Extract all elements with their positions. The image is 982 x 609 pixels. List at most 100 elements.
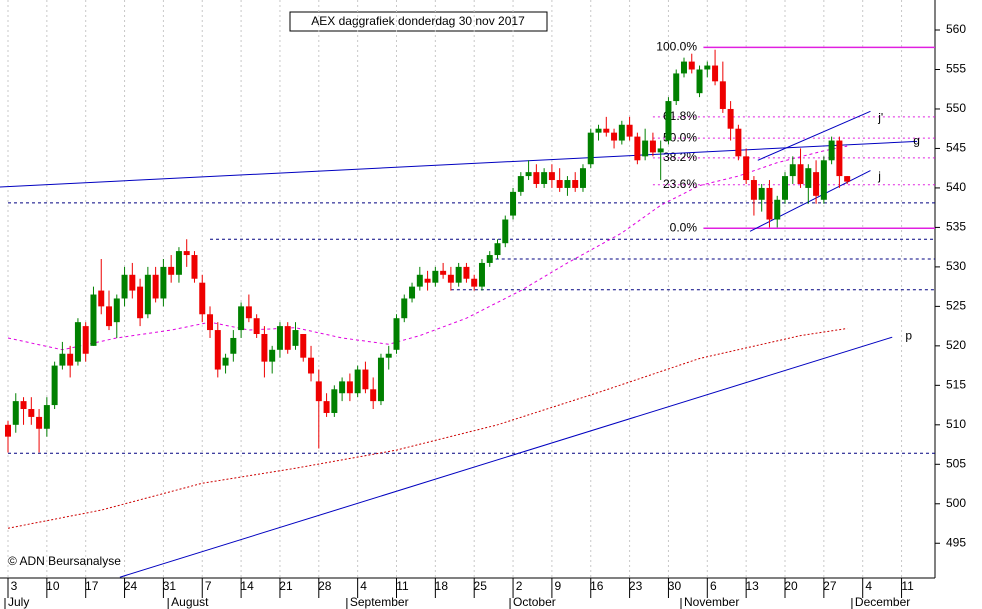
candle-body: [300, 334, 307, 358]
candle-body: [455, 266, 462, 283]
candle-body: [611, 132, 618, 141]
trend-label: g: [913, 134, 920, 148]
candle-body: [175, 251, 182, 275]
candle-body: [525, 172, 532, 177]
candle-body: [486, 255, 493, 263]
candle-body: [440, 270, 447, 275]
y-tick-label: 550: [946, 101, 966, 115]
trend-line: [0, 140, 918, 188]
x-tick-label: 14: [240, 579, 254, 593]
candle-body: [385, 353, 392, 358]
month-label: August: [171, 595, 209, 609]
candle-body: [409, 286, 416, 299]
candle-body: [315, 381, 322, 402]
x-tick-label: 27: [823, 579, 837, 593]
y-tick-label: 535: [946, 220, 966, 234]
candle-body: [649, 140, 656, 153]
candle-body: [665, 101, 672, 141]
x-tick-label: 31: [163, 579, 177, 593]
candle-body: [168, 266, 175, 275]
y-tick-label: 510: [946, 417, 966, 431]
fib-label: 23.6%: [663, 177, 697, 191]
x-tick-label: 4: [865, 579, 872, 593]
candle-body: [836, 140, 843, 177]
candle-body: [106, 306, 113, 327]
candle-body: [502, 219, 509, 244]
x-tick-label: 9: [555, 579, 562, 593]
fib-label: 50.0%: [663, 130, 697, 144]
candle-body: [789, 164, 796, 177]
candle-body: [587, 132, 594, 165]
candle-body: [774, 199, 781, 220]
candle-body: [230, 337, 237, 354]
y-tick-label: 560: [946, 22, 966, 36]
candle-body: [735, 128, 742, 157]
candle-body: [276, 326, 283, 350]
candle-body: [704, 65, 711, 70]
candle-body: [673, 73, 680, 102]
x-tick-label: 6: [710, 579, 717, 593]
y-tick-label: 545: [946, 141, 966, 155]
trend-line: [119, 336, 893, 578]
x-tick-label: 13: [745, 579, 759, 593]
moving-average: [7, 145, 848, 351]
x-tick-label: 2: [516, 579, 523, 593]
candle-body: [564, 180, 571, 188]
candle-body: [766, 187, 773, 220]
candle-body: [401, 298, 408, 319]
candle-body: [137, 286, 144, 319]
candle-body: [191, 255, 198, 279]
candle-body: [284, 326, 291, 350]
trend-line: [757, 110, 871, 161]
month-label: November: [684, 595, 739, 609]
candle-body: [642, 140, 649, 157]
moving-average: [7, 327, 848, 529]
candle-body: [424, 278, 431, 283]
x-tick-label: 11: [396, 579, 409, 593]
fib-label: 100.0%: [656, 40, 697, 54]
candle-body: [844, 176, 851, 182]
candle-body: [712, 65, 719, 82]
y-tick-label: 515: [946, 378, 966, 392]
candle-body: [517, 176, 524, 192]
copyright: © ADN Beursanalyse: [8, 554, 121, 568]
candle-body: [494, 243, 501, 256]
candle-body: [370, 389, 377, 402]
y-tick-label: 505: [946, 456, 966, 470]
candle-body: [797, 164, 804, 184]
candle-body: [471, 278, 478, 287]
candle-body: [121, 274, 128, 299]
candle-body: [618, 124, 625, 141]
candle-body: [603, 128, 610, 133]
candle-body: [743, 156, 750, 181]
candle-body: [222, 357, 229, 366]
candle-body: [67, 353, 74, 366]
month-label: October: [513, 595, 556, 609]
candle-body: [541, 172, 548, 184]
candle-body: [813, 172, 820, 196]
y-tick-label: 530: [946, 259, 966, 273]
candle-body: [758, 187, 765, 200]
candle-body: [750, 180, 757, 200]
x-tick-label: 18: [435, 579, 449, 593]
trend-line: [749, 170, 871, 232]
candle-body: [82, 326, 89, 354]
x-tick-label: 28: [318, 579, 332, 593]
candle-body: [688, 61, 695, 70]
candle-body: [782, 176, 788, 200]
candle-body: [238, 306, 245, 331]
candle-body: [548, 172, 555, 181]
x-tick-label: 7: [205, 579, 212, 593]
candle-body: [478, 262, 485, 287]
x-tick-label: 20: [784, 579, 798, 593]
y-tick-label: 520: [946, 338, 966, 352]
x-tick-label: 10: [46, 579, 60, 593]
trend-label: p: [905, 329, 912, 343]
y-tick-label: 500: [946, 496, 966, 510]
candle-body: [261, 334, 268, 362]
candle-body: [339, 381, 346, 394]
x-tick-label: 4: [360, 579, 367, 593]
candle-body: [416, 274, 423, 287]
candle-body: [393, 318, 400, 350]
